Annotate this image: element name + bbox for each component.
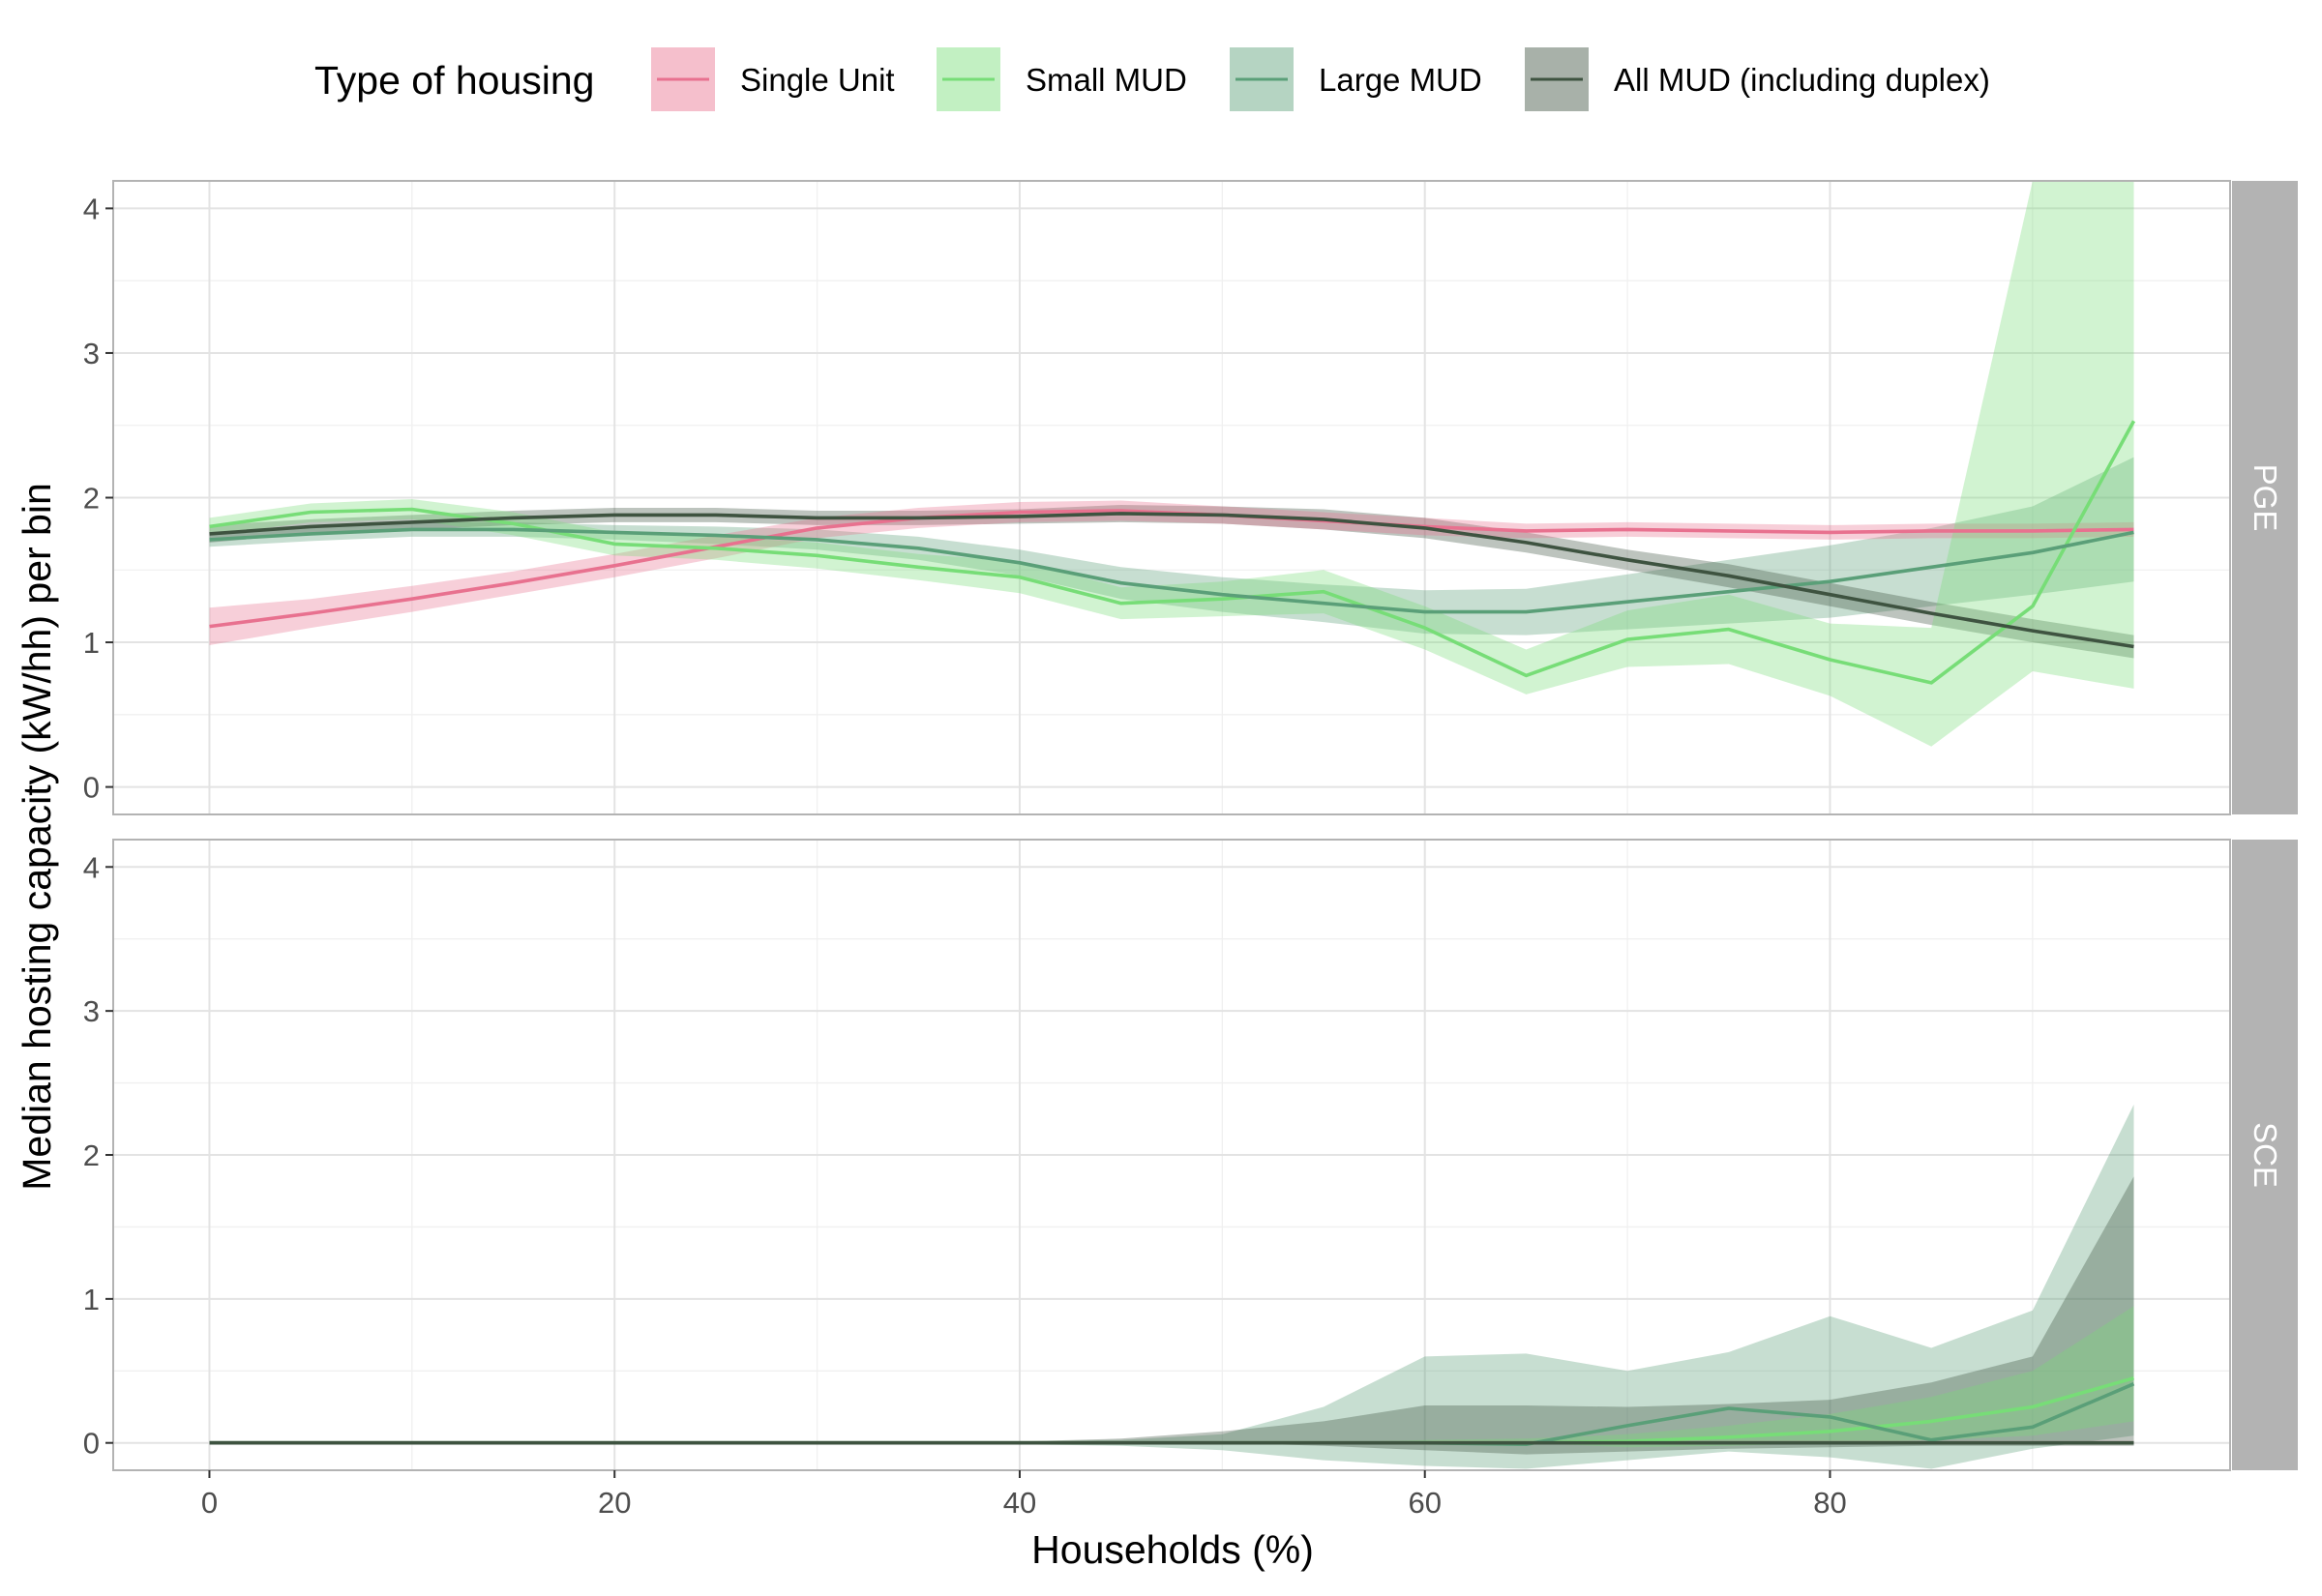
strip-label-pge: PGE — [2248, 464, 2283, 532]
series-area-sce — [209, 1104, 2135, 1469]
x-axis-title: Households (%) — [1031, 1527, 1314, 1572]
y-tick-label: 4 — [83, 192, 100, 225]
y-tick-label: 3 — [83, 994, 100, 1028]
x-tick-label: 80 — [1813, 1486, 1846, 1520]
legend-item-large-mud: Large MUD — [1230, 47, 1482, 111]
ribbon-pge-all-mud-including-duplex — [209, 505, 2134, 659]
legend-item-small-mud: Small MUD — [937, 47, 1187, 111]
x-axis: 0 20 40 60 80 — [201, 1470, 1847, 1520]
y-tick-label: 2 — [83, 1138, 100, 1172]
legend-items: Single Unit Small MUD Large MUD All MUD (in… — [651, 47, 1990, 111]
strip-label-sce: SCE — [2248, 1122, 2283, 1188]
panels: 0 1 2 3 4 PGE 0 1 2 3 4 SCE — [83, 180, 2298, 1471]
strip-pge — [2232, 181, 2298, 814]
y-tick-label: 0 — [83, 1427, 100, 1461]
y-tick-label: 1 — [83, 626, 100, 660]
y-tick-label: 2 — [83, 482, 100, 516]
panel-pge: 0 1 2 3 4 PGE — [83, 180, 2298, 815]
legend-label-small-mud: Small MUD — [1026, 62, 1187, 98]
legend-item-all-mud-including-duplex: All MUD (including duplex) — [1525, 47, 1990, 111]
legend-label-single-unit: Single Unit — [740, 62, 895, 98]
grid-pge — [113, 181, 2230, 814]
x-tick-label: 0 — [201, 1486, 218, 1520]
strip-sce — [2232, 840, 2298, 1470]
panel-sce: 0 1 2 3 4 SCE — [83, 839, 2298, 1471]
ribbon-pge-single-unit — [209, 500, 2134, 645]
x-tick-label: 20 — [598, 1486, 631, 1520]
y-tick-label: 0 — [83, 771, 100, 805]
ribbon-sce-large-mud — [209, 1104, 2134, 1469]
legend-label-large-mud: Large MUD — [1319, 62, 1482, 98]
y-tick-label: 3 — [83, 337, 100, 370]
legend-item-single-unit: Single Unit — [651, 47, 895, 111]
ribbon-pge-small-mud — [209, 181, 2134, 747]
x-tick-label: 60 — [1408, 1486, 1441, 1520]
series-area-pge — [209, 181, 2136, 747]
ribbon-pge-large-mud — [209, 457, 2134, 635]
line-pge-all-mud-including-duplex — [209, 512, 2134, 649]
y-axis-title: Median hosting capacity (kW/hh) per bin — [15, 483, 59, 1191]
x-tick-label: 40 — [1003, 1486, 1036, 1520]
ribbon-sce-small-mud — [209, 1306, 2134, 1448]
y-tick-label: 1 — [83, 1283, 100, 1316]
legend: Type of housing Single Unit Small MUD Larg… — [314, 47, 1990, 111]
legend-title: Type of housing — [314, 58, 594, 103]
legend-label-all-mud-including-duplex: All MUD (including duplex) — [1614, 62, 1990, 98]
line-pge-large-mud — [209, 527, 2134, 614]
y-axis-pge: 0 1 2 3 4 — [83, 192, 113, 805]
line-pge-small-mud — [209, 420, 2136, 685]
y-axis-sce: 0 1 2 3 4 — [83, 850, 113, 1461]
y-tick-label: 4 — [83, 850, 100, 884]
ribbon-sce-all-mud-including-duplex — [209, 1176, 2134, 1455]
